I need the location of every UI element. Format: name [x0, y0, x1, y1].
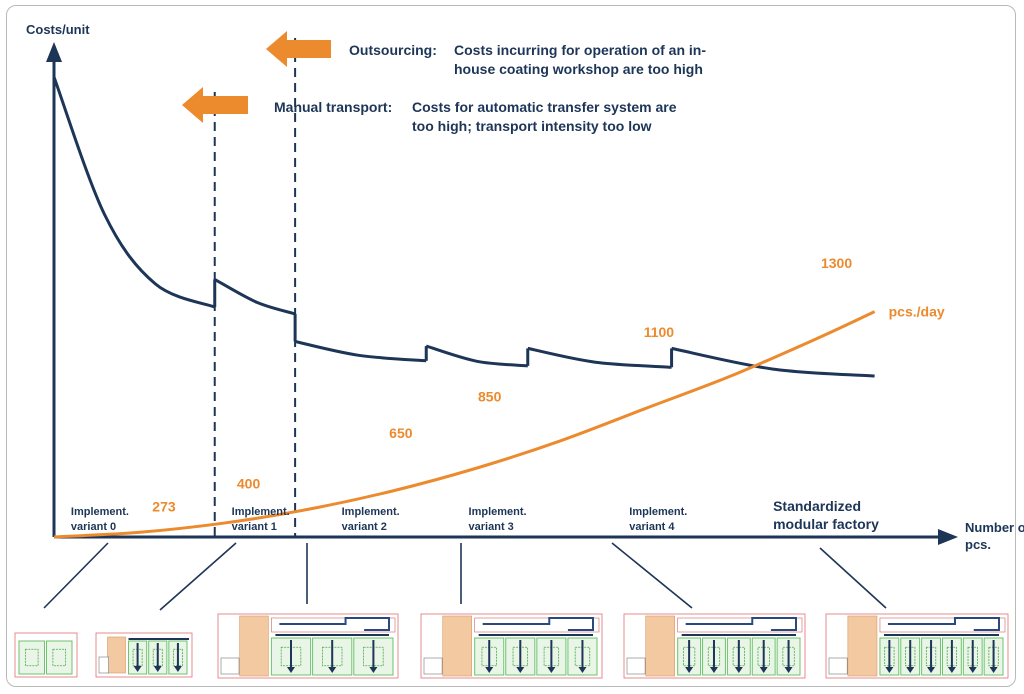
stage-label-1: Implement. variant 1 [232, 506, 290, 533]
cost-segment-4 [527, 346, 672, 369]
stage-label-2: Implement. variant 2 [342, 506, 400, 533]
cost-per-unit-series [52, 76, 875, 378]
stage-label-3: Implement. variant 3 [469, 506, 527, 533]
factory-layouts [14, 613, 1009, 679]
stage-label-0: Implement. variant 0 [71, 506, 129, 533]
pcs-data-labels: 273 400 650 850 1100 1300 [152, 255, 852, 515]
flow-arrow-icon-5 [989, 667, 998, 673]
coating-panel [847, 615, 878, 677]
cost-segment-3 [425, 344, 528, 368]
flow-arrow-icon-3 [759, 667, 768, 673]
outsourcing-label: Outsourcing: [349, 42, 437, 58]
layout-variant-0 [14, 632, 78, 678]
y-axis-label: Costs/unit [26, 22, 90, 37]
leader-line-1 [159, 542, 237, 611]
pcs-label-1300: 1300 [821, 255, 852, 271]
cost-segment-0 [52, 76, 216, 309]
coating-panel [645, 615, 675, 677]
transfer-track [677, 617, 803, 633]
manual-transport-text: Costs for automatic transfer system are … [412, 99, 680, 134]
coating-panel [107, 636, 126, 674]
layout-leader-lines [43, 542, 887, 611]
transport-route [685, 617, 797, 631]
leader-line-0 [43, 542, 109, 609]
store-box [98, 656, 109, 674]
pcs-line [53, 310, 876, 539]
flow-arrow-icon-2 [547, 667, 556, 673]
transfer-track [879, 617, 1006, 633]
stage-labels: Implement. variant 0 Implement. variant 1 Im… [71, 498, 879, 533]
leader-line-4 [611, 542, 693, 609]
transport-route [887, 617, 1000, 631]
cost-segment-5 [671, 346, 875, 378]
cost-segment-2 [294, 340, 427, 363]
store-box [423, 657, 443, 675]
flow-arrow-icon-2 [173, 666, 182, 672]
flow-arrow-icon-3 [947, 667, 956, 673]
pcs-per-day-series: pcs./day [53, 304, 945, 539]
flow-arrow-icon-0 [685, 667, 694, 673]
pcs-label-273: 273 [152, 499, 176, 515]
station-bay-1 [52, 648, 67, 667]
flow-arrow-icon-4 [784, 667, 793, 673]
layout-variant-3 [420, 613, 603, 679]
figure-frame [6, 5, 1016, 687]
flow-arrow-icon-0 [885, 667, 894, 673]
station-1 [46, 640, 73, 675]
y-axis-arrow-icon [46, 42, 62, 62]
flow-arrow-icon-2 [369, 667, 378, 673]
transport-route [279, 617, 390, 631]
outsourcing-text: Costs incurring for operation of an in- … [454, 42, 710, 77]
flow-arrow-icon-1 [328, 667, 337, 673]
flow-arrow-icon-2 [734, 667, 743, 673]
flow-arrow-icon-0 [485, 667, 494, 673]
stage-label-4: Implement. variant 4 [629, 506, 687, 533]
coating-panel [239, 615, 269, 677]
manual-transport-label: Manual transport: [274, 99, 392, 115]
transfer-track [271, 617, 396, 633]
stage-label-5: Standardized modular factory [773, 498, 879, 532]
flow-arrow-icon-4 [968, 667, 977, 673]
store-box [828, 657, 848, 675]
flow-arrow-icon-1 [906, 667, 915, 673]
coating-panel [442, 615, 472, 677]
flow-arrow-icon-1 [709, 667, 718, 673]
cost-segment-1 [213, 278, 296, 316]
flow-arrow-icon-1 [153, 666, 162, 672]
pcs-label-1100: 1100 [644, 324, 675, 340]
station-bay-0 [24, 648, 39, 667]
pcs-label-650: 650 [389, 425, 413, 441]
transport-route [482, 617, 594, 631]
x-axis-label: Number of pcs. [965, 520, 1024, 552]
flow-arrow-icon-1 [516, 667, 525, 673]
pcs-label-850: 850 [478, 388, 502, 404]
flow-arrow-icon-3 [578, 667, 587, 673]
layout-standardized [825, 613, 1009, 679]
x-axis-arrow-icon [938, 529, 958, 545]
leader-line-5 [819, 547, 887, 609]
store-box [220, 657, 240, 675]
layout-variant-1 [95, 632, 193, 678]
pcs-label-400: 400 [237, 476, 261, 492]
station-0 [18, 640, 45, 675]
pcs-series-label: pcs./day [889, 304, 945, 320]
store-box [626, 657, 646, 675]
layout-variant-4 [623, 613, 806, 679]
transfer-track [474, 617, 600, 633]
outsourcing-arrow-icon [266, 31, 331, 67]
flow-arrow-icon-2 [927, 667, 936, 673]
manual-transport-arrow-icon [182, 87, 248, 123]
layout-variant-2 [217, 613, 399, 679]
flow-arrow-icon-0 [133, 666, 142, 672]
flow-arrow-icon-0 [287, 667, 295, 673]
